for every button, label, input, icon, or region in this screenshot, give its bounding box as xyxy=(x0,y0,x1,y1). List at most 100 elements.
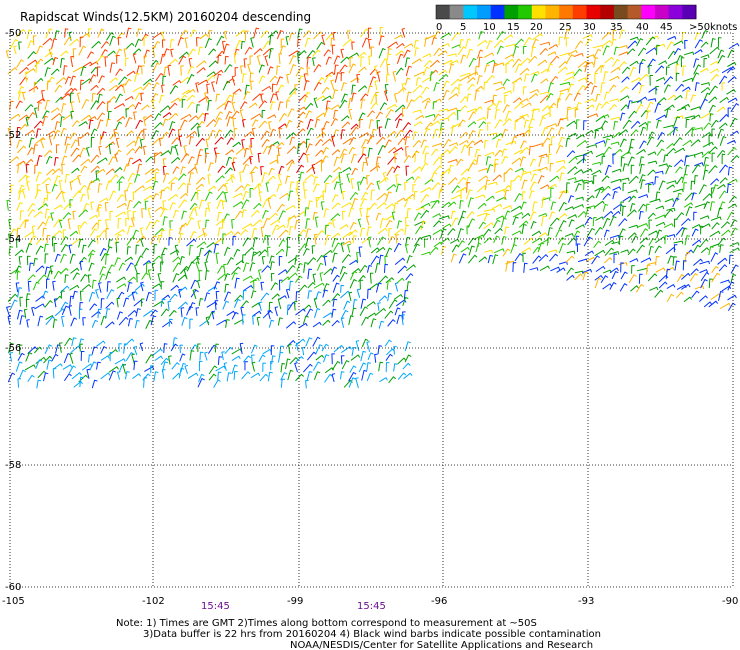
wind-barb xyxy=(492,63,495,74)
wind-barb xyxy=(486,195,494,202)
wind-barb xyxy=(515,237,519,239)
wind-barb xyxy=(236,110,240,114)
wind-barb xyxy=(470,197,474,200)
wind-barb xyxy=(548,82,552,92)
wind-barb xyxy=(669,165,673,168)
wind-barb xyxy=(710,293,720,300)
wind-barb xyxy=(531,230,540,237)
wind-barb xyxy=(547,51,556,56)
wind-barb xyxy=(460,200,464,202)
wind-barb xyxy=(341,191,345,200)
wind-barb xyxy=(109,131,117,140)
wind-barb xyxy=(520,57,529,66)
wind-barb xyxy=(514,120,516,131)
wind-barb xyxy=(75,231,79,234)
wind-barb xyxy=(348,147,353,155)
wind-barb xyxy=(672,198,675,202)
wind-barb xyxy=(189,244,191,256)
wind-barb xyxy=(677,116,681,119)
wind-barb xyxy=(472,77,476,81)
wind-barb xyxy=(260,166,262,176)
wind-barb xyxy=(25,159,32,166)
wind-barb xyxy=(231,231,234,235)
wind-barb xyxy=(613,121,616,130)
wind-barb xyxy=(687,104,691,108)
wind-barb xyxy=(350,97,354,100)
wind-barb xyxy=(591,85,595,95)
wind-barb xyxy=(308,110,313,113)
wind-barb xyxy=(235,311,239,315)
wind-barb xyxy=(338,167,342,171)
wind-barb xyxy=(241,73,245,83)
wind-barb xyxy=(460,228,464,231)
wind-barb xyxy=(538,156,542,167)
wind-barb xyxy=(431,71,435,73)
wind-barb xyxy=(60,253,65,263)
wind-barb xyxy=(178,135,182,137)
wind-barb xyxy=(360,99,363,110)
wind-barb xyxy=(293,301,296,311)
wind-barb xyxy=(37,221,44,230)
wind-barb xyxy=(706,68,709,72)
wind-barb xyxy=(681,115,684,120)
wind-barb xyxy=(510,244,515,254)
wind-barb xyxy=(641,156,645,158)
wind-barb xyxy=(69,230,77,237)
wind-barb xyxy=(262,145,268,154)
legend-swatch xyxy=(545,5,560,19)
wind-barb xyxy=(375,92,377,103)
wind-barb xyxy=(579,68,583,72)
wind-barb xyxy=(153,151,162,157)
wind-barb xyxy=(360,298,364,309)
wind-barb xyxy=(675,83,683,92)
wind-barb xyxy=(200,247,205,250)
wind-barb xyxy=(394,147,397,151)
wind-barb xyxy=(323,208,327,218)
wind-barb xyxy=(176,166,180,169)
wind-barb xyxy=(89,61,97,67)
wind-barb xyxy=(594,249,604,257)
wind-barb xyxy=(627,100,631,110)
wind-barb xyxy=(591,130,594,134)
wind-barb xyxy=(503,167,511,175)
wind-barb xyxy=(538,255,542,259)
wind-barb xyxy=(60,58,63,68)
wind-barb xyxy=(135,255,141,266)
wind-barb xyxy=(451,44,460,49)
wind-barb xyxy=(479,129,484,131)
wind-barb xyxy=(124,283,127,287)
wind-barb xyxy=(719,264,726,272)
wind-barb xyxy=(54,175,59,185)
wind-barb xyxy=(10,342,14,345)
wind-barb xyxy=(161,131,167,140)
wind-barb xyxy=(97,112,103,121)
wind-barb xyxy=(486,64,490,67)
wind-barb xyxy=(211,81,215,83)
wind-barb xyxy=(485,75,493,84)
wind-barb xyxy=(548,42,551,46)
wind-barb xyxy=(206,292,211,295)
wind-barb xyxy=(74,290,78,293)
wind-barb xyxy=(96,340,104,347)
wind-barb xyxy=(198,154,202,157)
wind-barb xyxy=(558,36,561,46)
wind-barb xyxy=(243,209,247,211)
wind-barb xyxy=(232,192,242,199)
wind-barb xyxy=(727,97,737,103)
wind-barb xyxy=(734,117,738,121)
wind-barb xyxy=(451,194,461,200)
wind-barb xyxy=(204,261,208,263)
wind-barb xyxy=(157,273,161,283)
wind-barb xyxy=(141,272,147,280)
wind-barb xyxy=(681,40,684,44)
wind-barb xyxy=(378,295,386,302)
wind-barb xyxy=(196,154,200,165)
wind-barb xyxy=(48,49,53,58)
wind-barb xyxy=(532,201,535,212)
wind-barb xyxy=(229,64,233,67)
wind-barb xyxy=(675,227,684,236)
wind-barb xyxy=(498,138,502,141)
wind-barb xyxy=(457,32,461,35)
wind-barb xyxy=(603,71,606,82)
wind-barb xyxy=(609,98,619,102)
